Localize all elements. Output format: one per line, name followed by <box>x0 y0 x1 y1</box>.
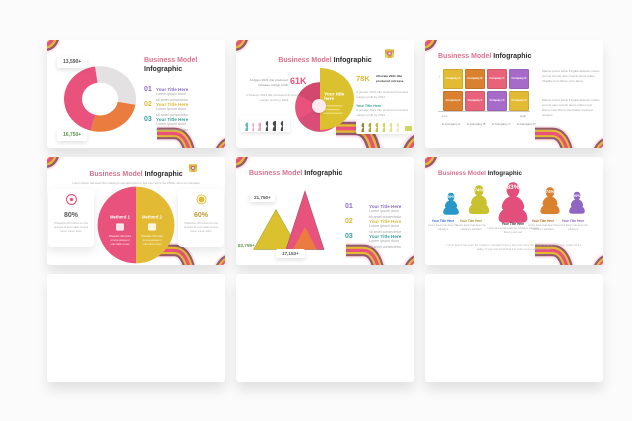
svg-text:at urna quisque id: at urna quisque id <box>110 239 130 242</box>
svg-text:erat mattis cursus: erat mattis cursus <box>111 243 131 246</box>
svg-text:at urna quisque id: at urna quisque id <box>142 239 162 242</box>
svg-text:50%: 50% <box>574 194 581 198</box>
svg-text:Methord 2: Methord 2 <box>142 215 163 220</box>
svg-text:74%: 74% <box>546 189 555 194</box>
svg-text:Phasellus nibh tellus: Phasellus nibh tellus <box>109 235 132 238</box>
svg-text:Methord 1: Methord 1 <box>110 215 131 220</box>
svg-text:Phasellus nibh tellus: Phasellus nibh tellus <box>141 235 164 238</box>
svg-text:Your title: Your title <box>324 91 345 96</box>
svg-text:74%: 74% <box>474 187 483 192</box>
svg-text:erat mattis cursus: erat mattis cursus <box>143 243 163 246</box>
svg-text:here: here <box>324 96 335 101</box>
svg-text:83%: 83% <box>507 184 520 191</box>
svg-text:50%: 50% <box>448 195 455 199</box>
